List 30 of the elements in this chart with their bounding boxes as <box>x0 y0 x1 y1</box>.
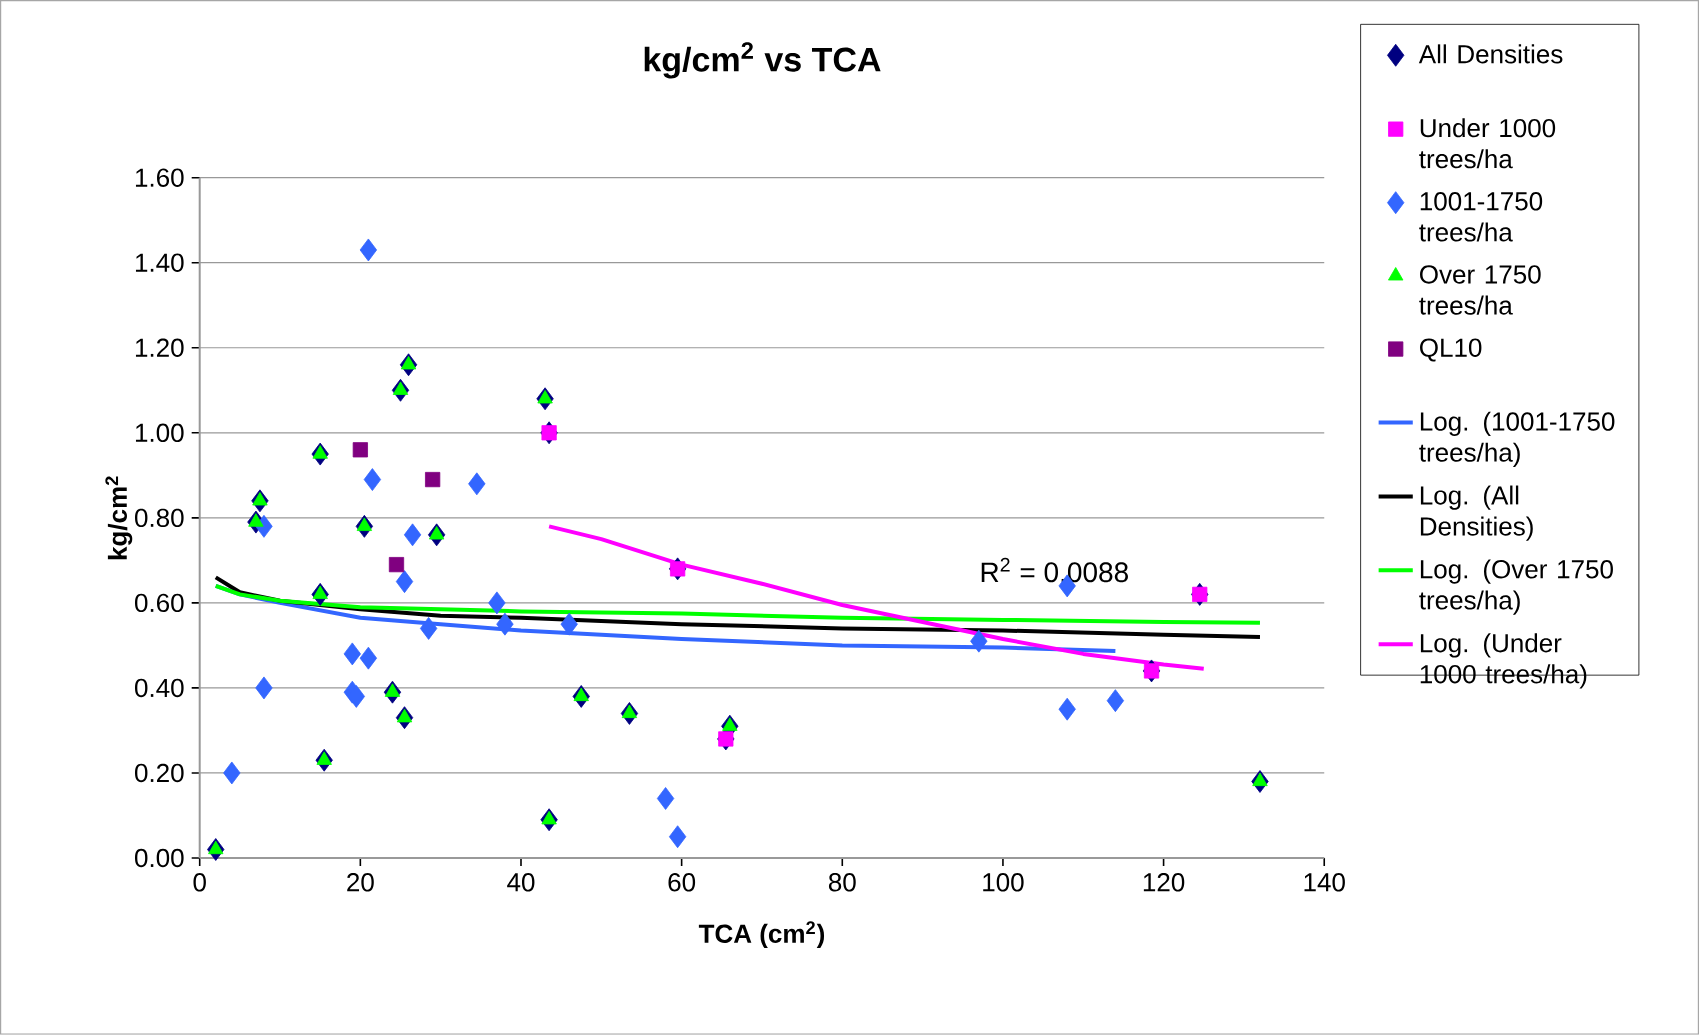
x-tick-label: 20 <box>347 873 374 892</box>
legend-label: QL10 <box>1420 338 1482 362</box>
y-tick-label: 0.60 <box>135 593 184 613</box>
legend-label: All Densities <box>1418 44 1563 64</box>
x-tick-label: 60 <box>668 873 696 892</box>
y-tick-label: 0.00 <box>135 848 184 868</box>
x-tick-label: 0 <box>193 873 206 892</box>
y-tick-label: 0.80 <box>135 508 184 528</box>
legend-label: Log. (Under 1000 trees/ha) <box>1420 633 1587 689</box>
legend-label: Log. (Over 1750 trees/ha) <box>1419 559 1613 615</box>
legend-label: Over 1750 trees/ha <box>1419 265 1541 315</box>
y-tick-label: 1.20 <box>135 338 184 358</box>
legend-label: 1001-1750 trees/ha <box>1419 192 1543 242</box>
x-tick-label: 140 <box>1304 873 1345 892</box>
legend-label: Log. (1001-1750 trees/ha) <box>1419 411 1615 468</box>
legend-label: Log. (All Densities) <box>1420 485 1533 541</box>
x-axis-title: TCA (cm$^{2}$) <box>698 921 825 949</box>
annotation: R$^{2}$ = 0.0088 <box>981 557 1128 583</box>
x-tick-label: 100 <box>983 873 1024 892</box>
y-tick-label: 1.60 <box>135 168 184 188</box>
legend-label: Under 1000 trees/ha <box>1419 118 1556 169</box>
y-tick-label: 1.00 <box>135 423 184 443</box>
x-tick-label: 120 <box>1143 873 1185 892</box>
x-tick-label: 80 <box>828 873 856 892</box>
chart-title: kg/cm$^{2}$ vs TCA <box>644 42 881 79</box>
y-tick-label: 1.40 <box>135 253 184 273</box>
y-tick-label: 0.40 <box>135 678 184 698</box>
x-tick-label: 40 <box>507 873 535 892</box>
y-axis-title: kg/cm$^{2}$ <box>105 476 133 560</box>
y-tick-label: 0.20 <box>135 763 184 783</box>
